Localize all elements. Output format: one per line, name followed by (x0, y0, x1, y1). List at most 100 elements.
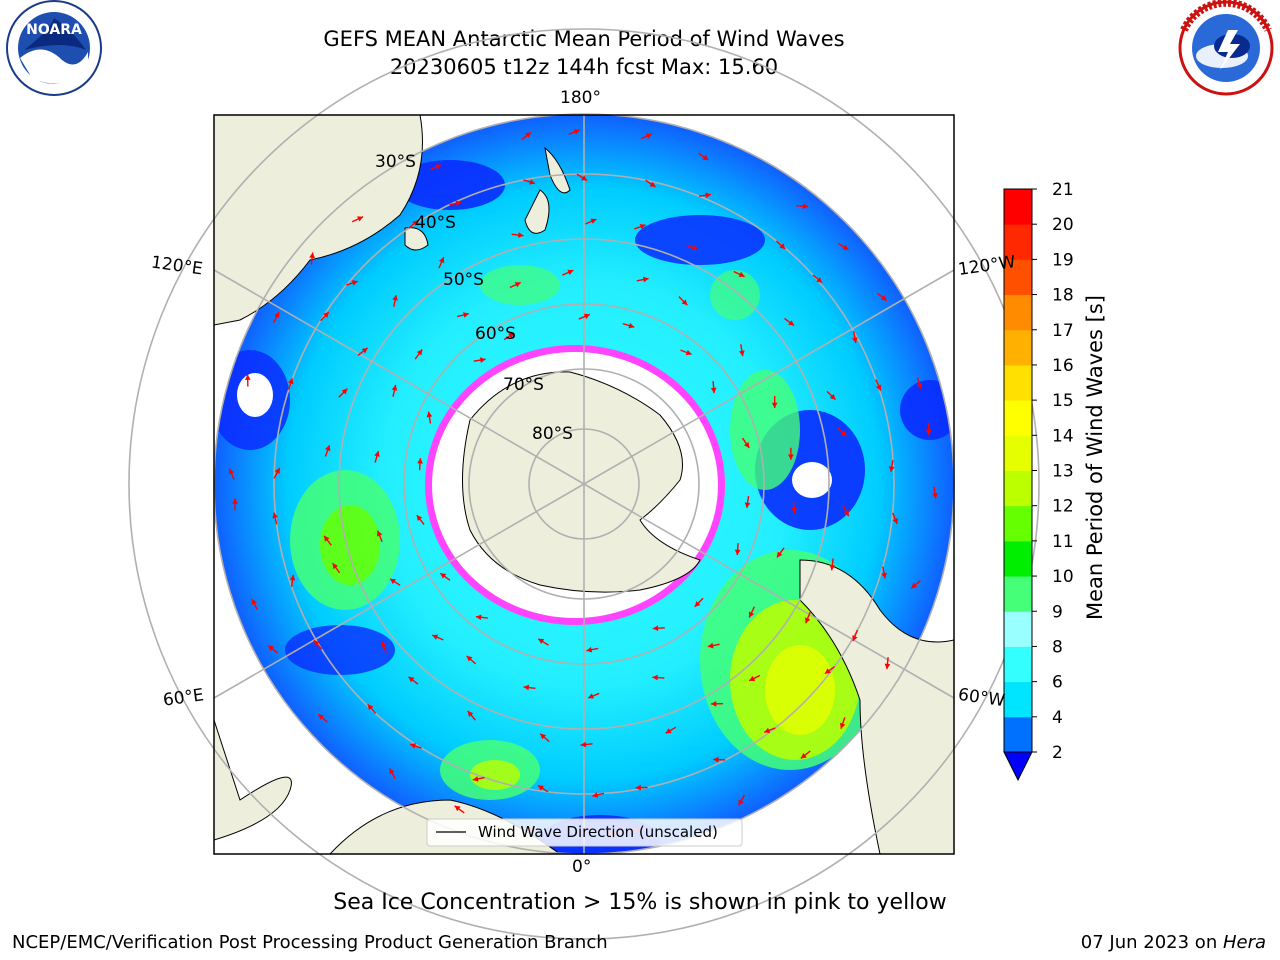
colorbar-tick-label: 20 (1052, 215, 1074, 235)
wind-arrow-head (351, 280, 358, 286)
wind-arrow-head (341, 388, 348, 395)
colorbar-segment (1004, 576, 1032, 612)
land-madagascar-corner (214, 719, 292, 841)
wind-arrow-head (323, 312, 329, 318)
footer-branch: NCEP/EMC/Verification Post Processing Pr… (12, 932, 608, 953)
wind-arrow-head (875, 384, 882, 391)
colorbar-extend-arrow (1003, 751, 1033, 782)
wind-arrow-head (426, 411, 433, 418)
wind-arrow-head (628, 322, 635, 329)
wind-arrow-head (916, 383, 923, 389)
wind-arrow-head (707, 642, 714, 649)
wind-arrow-head (804, 617, 811, 624)
wind-arrow-head (685, 349, 692, 356)
wind-arrow-head (829, 393, 836, 400)
wind-arrow-head (454, 805, 461, 812)
wind-arrow-head (573, 129, 580, 135)
wind-arrow-head (880, 295, 887, 301)
colorbar-tick-label: 11 (1052, 532, 1074, 552)
wind-arrow-head (381, 641, 387, 648)
colorbar-segment (1004, 189, 1032, 225)
wind-arrow-head (583, 313, 590, 320)
wind-arrow-head (888, 466, 895, 472)
colorbar-tick-label: 21 (1052, 180, 1074, 200)
wind-arrow-head (771, 402, 778, 409)
colorbar-segment (1004, 294, 1032, 331)
wind-arrow-head (829, 564, 836, 571)
wind-arrow-head (713, 756, 719, 763)
wind-arrow-head (748, 611, 755, 618)
wind-arrow-head (412, 220, 419, 227)
wind-arrow-head (681, 299, 688, 306)
wind-arrow-head (852, 337, 858, 343)
wind-arrow-head (788, 454, 794, 460)
colorbar-tick-label: 15 (1052, 391, 1074, 411)
wind-arrow-head (390, 578, 396, 585)
wind-arrow-head (332, 563, 339, 570)
wind-arrow-head (932, 492, 938, 499)
wind-arrow-head (635, 784, 641, 791)
wind-arrow-head (361, 347, 368, 354)
wind-arrow-head (324, 535, 330, 542)
nws-logo (1178, 0, 1274, 96)
colorbar-tick-label: 13 (1052, 462, 1074, 482)
wind-arrow-head (391, 384, 398, 391)
lat-label-60s: 60°S (475, 324, 516, 344)
colorbar-tick-label: 12 (1052, 497, 1074, 517)
wind-arrow-head (881, 572, 887, 579)
wind-arrow-head (455, 200, 462, 207)
wind-arrow-head (665, 728, 672, 734)
wind-arrow-head (435, 164, 442, 170)
wind-arrow-head (272, 512, 278, 519)
wind-arrow-head (749, 675, 756, 682)
wind-arrow-head (588, 693, 595, 699)
wind-arrow-head (523, 684, 530, 691)
land-new-zealand-south (524, 189, 550, 234)
wind-arrow-head (525, 132, 532, 138)
wind-arrow-head (318, 714, 325, 720)
wind-arrow-head (586, 646, 593, 653)
lat-label-70s: 70°S (503, 375, 544, 395)
lat-label-80s: 80°S (532, 424, 573, 444)
lon-label-180: 180° (560, 88, 601, 108)
colorbar-tick-label: 2 (1052, 743, 1063, 763)
land-tasmania (404, 227, 429, 251)
wind-arrow-head (392, 294, 398, 301)
wind-arrow-head (645, 133, 652, 139)
wind-arrow-head (764, 727, 771, 734)
wind-arrow-head (514, 282, 521, 288)
wind-arrow-head (518, 232, 524, 238)
map-title: GEFS MEAN Antarctic Mean Period of Wind … (323, 27, 845, 51)
wind-arrow-head (580, 741, 587, 748)
legend-box (426, 818, 743, 847)
wind-arrow-head (232, 498, 238, 504)
wind-arrow-head (367, 704, 374, 711)
wind-arrow-head (274, 467, 280, 474)
wind-arrow-head (440, 573, 447, 579)
wind-arrow-head (843, 510, 849, 517)
wind-arrow-head (540, 733, 547, 740)
wind-arrow-head (649, 181, 656, 187)
wind-wave-arrows (228, 129, 938, 837)
wind-arrow-head (892, 518, 898, 525)
wind-arrow-head (884, 663, 891, 670)
wind-arrow-head (702, 154, 709, 161)
wind-arrow-head (738, 799, 744, 806)
wind-arrow-head (691, 244, 698, 251)
lat-label-30s: 30°S (375, 152, 416, 172)
wind-arrow-head (289, 574, 296, 581)
wind-arrow-head (251, 598, 257, 605)
colorbar-tick-label: 9 (1052, 602, 1063, 622)
wind-arrow-head (705, 192, 711, 199)
wind-arrow-head (416, 515, 423, 521)
wind-arrow-head (274, 312, 280, 319)
colorbar-segment (1004, 435, 1032, 471)
colorbar-tick-label: 4 (1052, 708, 1063, 728)
colorbar-segment (1004, 540, 1032, 577)
wind-arrow-head (410, 743, 417, 749)
lat-label-40s: 40°S (415, 213, 456, 233)
wind-arrow-head (463, 312, 469, 318)
wind-arrow-head (652, 625, 659, 632)
colorbar-segment (1004, 681, 1032, 718)
